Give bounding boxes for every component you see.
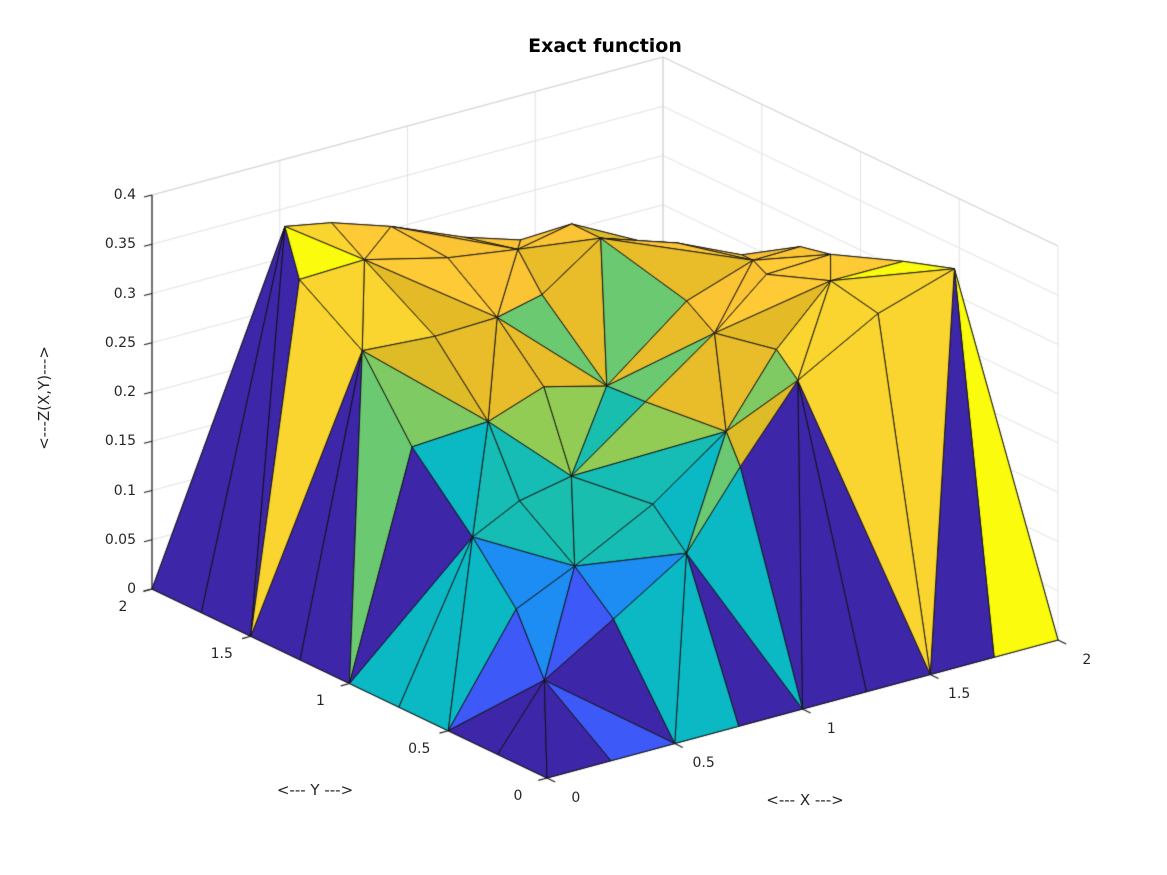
x-tick-label: 0.5 xyxy=(692,755,715,772)
y-tick-label: 0 xyxy=(513,787,523,804)
z-tick-label: 0 xyxy=(127,581,136,597)
x-tick-label: 1.5 xyxy=(947,686,971,703)
z-tick-label: 0.15 xyxy=(104,433,136,450)
z-tick-label: 0.4 xyxy=(113,187,136,203)
z-tick-label: 0.05 xyxy=(104,531,136,548)
x-tick-label: 1 xyxy=(826,720,836,737)
z-axis-label: <---Z(X,Y)---> xyxy=(35,346,53,450)
y-tick-label: 1.5 xyxy=(210,646,233,663)
z-tick-label: 0.35 xyxy=(104,236,136,253)
x-tick-label: 0 xyxy=(571,789,581,806)
y-tick-label: 1 xyxy=(316,693,325,710)
plot-title: Exact function xyxy=(528,35,682,57)
z-tick-label: 0.25 xyxy=(104,334,136,351)
y-tick-label: 0.5 xyxy=(408,740,431,757)
z-tick-label: 0.3 xyxy=(113,285,136,302)
z-tick-label: 0.2 xyxy=(113,384,136,400)
y-tick-label: 2 xyxy=(118,598,128,615)
x-tick-label: 2 xyxy=(1082,651,1092,668)
x-axis-label: <--- X ---> xyxy=(766,791,844,809)
y-axis-label: <--- Y ---> xyxy=(276,781,354,799)
z-tick-label: 0.1 xyxy=(113,482,136,499)
